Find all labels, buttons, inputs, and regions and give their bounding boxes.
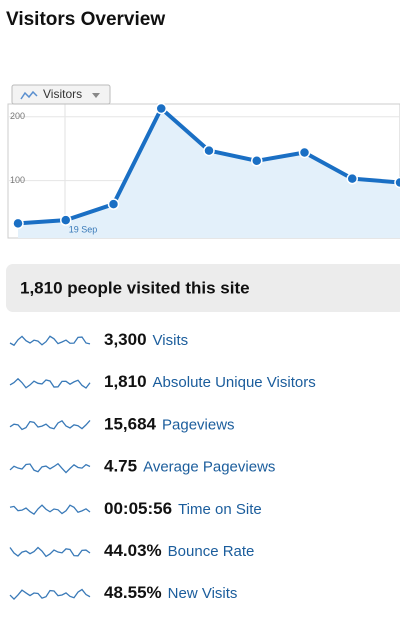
metric-value: 4.75 <box>104 457 137 476</box>
metric: 3,300 Visits <box>104 330 188 349</box>
metric-selector[interactable] <box>11 84 111 105</box>
metric-value: 44.03% <box>104 541 162 560</box>
metric-label: New Visits <box>168 585 238 602</box>
metric-value: 15,684 <box>104 415 157 434</box>
metric-value: 1,810 <box>104 373 147 392</box>
chart: 100 200 19 Sep <box>8 102 400 238</box>
dropdown-arrow <box>92 93 100 98</box>
point <box>60 214 72 226</box>
sparkline <box>9 588 91 600</box>
metric: 48.55% New Visits <box>104 584 237 603</box>
metric-label: Absolute Unique Visitors <box>153 374 316 391</box>
metric-value: 3,300 <box>104 330 147 349</box>
y-tick-label: 200 <box>10 111 25 121</box>
metric: 1,810 Absolute Unique Visitors <box>104 373 316 392</box>
sparkline <box>9 335 91 347</box>
selector-icon <box>20 90 38 100</box>
metric-label: Time on Site <box>178 501 262 518</box>
point <box>298 146 311 159</box>
selector-label: Visitors <box>43 87 82 101</box>
sparkline <box>9 546 91 558</box>
y-tick-label: 100 <box>10 175 25 185</box>
point <box>203 144 215 157</box>
x-tick-label: 19 Sep <box>69 224 98 234</box>
metric: 44.03% Bounce Rate <box>104 541 254 560</box>
summary-box <box>6 264 400 312</box>
metric-label: Visits <box>153 332 189 349</box>
point <box>107 198 120 210</box>
sparkline <box>9 504 91 516</box>
sparkline <box>9 377 91 389</box>
point <box>155 102 167 115</box>
point <box>394 176 400 189</box>
point <box>12 217 24 230</box>
point <box>346 172 358 185</box>
metric: 4.75 Average Pageviews <box>104 457 275 476</box>
page-title: Visitors Overview <box>6 9 165 30</box>
sparkline <box>9 462 91 474</box>
point <box>251 155 263 167</box>
metrics-list: 3,300 Visits 1,810 Absolute Unique Visitors… <box>9 330 316 603</box>
metric-value: 48.55% <box>104 584 162 603</box>
metric-label: Pageviews <box>162 416 235 433</box>
metric-value: 00:05:56 <box>104 499 172 518</box>
metric: 00:05:56 Time on Site <box>104 499 262 518</box>
metric: 15,684 Pageviews <box>104 415 235 434</box>
metric-label: Bounce Rate <box>168 543 255 560</box>
metric-label: Average Pageviews <box>143 459 275 476</box>
summary-text: 1,810 people visited this site <box>20 278 250 297</box>
sparkline <box>9 419 91 431</box>
